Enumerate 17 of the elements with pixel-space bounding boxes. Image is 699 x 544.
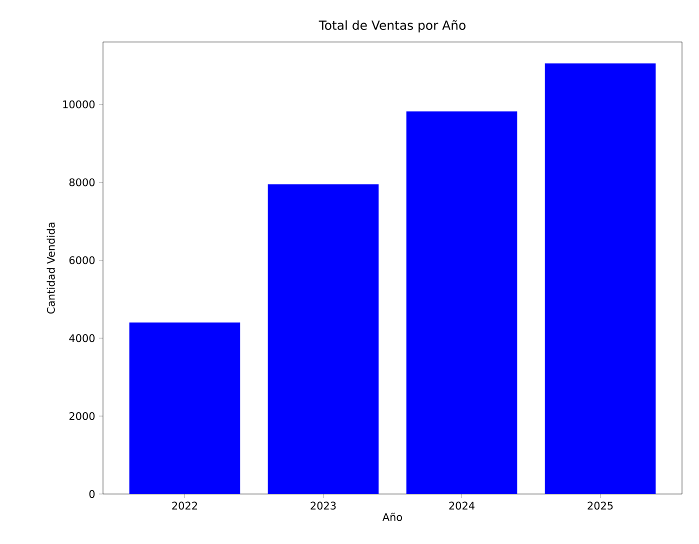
x-axis-title: Año bbox=[382, 512, 402, 522]
y-tick-label: 2000 bbox=[69, 412, 95, 420]
x-tick-label: 2024 bbox=[449, 502, 474, 510]
bar bbox=[406, 111, 518, 494]
bar bbox=[268, 184, 379, 494]
x-tick-label: 2022 bbox=[172, 502, 197, 510]
y-tick-label: 4000 bbox=[69, 334, 95, 342]
bar bbox=[544, 63, 656, 494]
bar bbox=[129, 322, 240, 494]
y-tick-label: 0 bbox=[89, 490, 95, 498]
y-tick-label: 10000 bbox=[63, 100, 95, 108]
x-tick-label: 2025 bbox=[588, 502, 613, 510]
chart-title: Total de Ventas por Año bbox=[318, 20, 466, 32]
y-tick-label: 6000 bbox=[69, 256, 95, 264]
y-axis-title: Cantidad Vendida bbox=[46, 222, 55, 314]
x-tick-label: 2023 bbox=[310, 502, 336, 510]
y-tick-label: 8000 bbox=[69, 178, 95, 186]
